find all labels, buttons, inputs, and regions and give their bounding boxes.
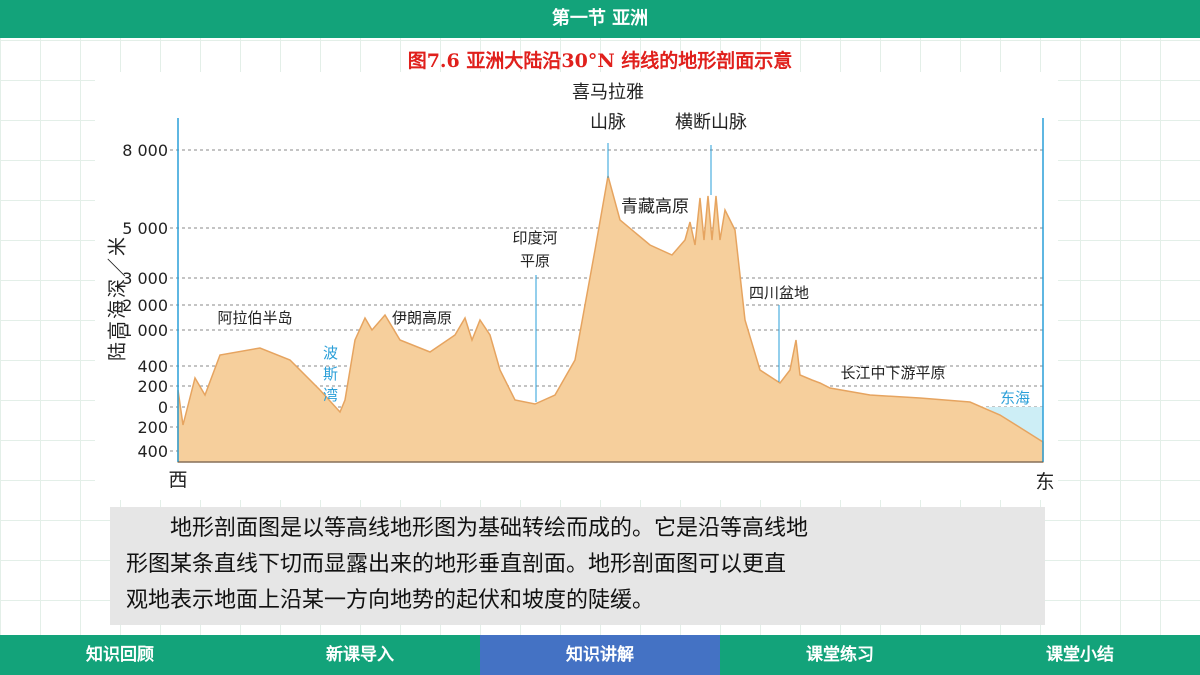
- header-title: 第一节 亚洲: [0, 0, 1200, 38]
- label: 阿拉伯半岛: [217, 309, 292, 327]
- nav-item[interactable]: 课堂练习: [806, 645, 874, 665]
- nav-item[interactable]: 新课导入: [326, 645, 394, 665]
- y-tick-label: 1 000: [122, 321, 168, 340]
- label: 四川盆地: [749, 284, 809, 302]
- y-tick-label: 0: [158, 398, 168, 417]
- y-tick-label: 400: [137, 442, 168, 461]
- y-tick-label: 200: [137, 377, 168, 396]
- label: 横断山脉: [675, 112, 747, 133]
- label: 印度河: [512, 229, 557, 247]
- y-tick-label: 8 000: [122, 141, 168, 160]
- nav-item[interactable]: 知识回顾: [86, 645, 154, 665]
- label: 长江中下游平原: [840, 364, 945, 382]
- label: 伊朗高原: [392, 309, 452, 327]
- sea: [985, 407, 1043, 442]
- profile-figure: 陆高海深／米 西 东 阿拉伯半岛 伊朗高原 印度河 平原 喜马拉雅 山脉 横断山…: [106, 82, 1055, 493]
- label: 波斯湾: [321, 345, 339, 408]
- y-tick-label: 2 000: [122, 296, 168, 315]
- nav-item[interactable]: 知识讲解: [480, 635, 720, 675]
- y-tick-label: 400: [137, 357, 168, 376]
- nav-item[interactable]: 课堂小结: [1046, 645, 1114, 665]
- y-axis-label: 陆高海深／米: [107, 235, 129, 361]
- terrain-profile: [177, 175, 1044, 463]
- label: 东海: [1000, 389, 1030, 407]
- label: 山脉: [590, 112, 626, 133]
- y-tick-label: 3 000: [122, 269, 168, 288]
- figure-caption: 图7.6 亚洲大陆沿30°N 纬线的地形剖面示意: [407, 50, 793, 72]
- east: 东: [1035, 471, 1054, 493]
- label: 青藏高原: [621, 197, 689, 217]
- pointers: [535, 143, 780, 402]
- text-line: 地形剖面图是以等高线地形图为基础转绘而成的。它是沿等高线地: [126, 516, 809, 541]
- label: 平原: [520, 252, 550, 270]
- text-line: 观地表示地面上沿某一方向地势的起伏和坡度的陡缓。: [126, 588, 655, 613]
- text-line: 形图某条直线下切而显露出来的地形垂直剖面。地形剖面图可以更直: [126, 552, 787, 577]
- y-tick-label: 200: [137, 418, 168, 437]
- west: 西: [168, 469, 187, 491]
- text-box: 地形剖面图是以等高线地形图为基础转绘而成的。它是沿等高线地 形图某条直线下切而显露…: [110, 507, 1045, 625]
- label: 喜马拉雅: [572, 82, 644, 103]
- nav-bar: 知识回顾 新课导入 知识讲解 课堂练习 课堂小结: [0, 635, 1200, 675]
- y-tick-label: 5 000: [122, 219, 168, 238]
